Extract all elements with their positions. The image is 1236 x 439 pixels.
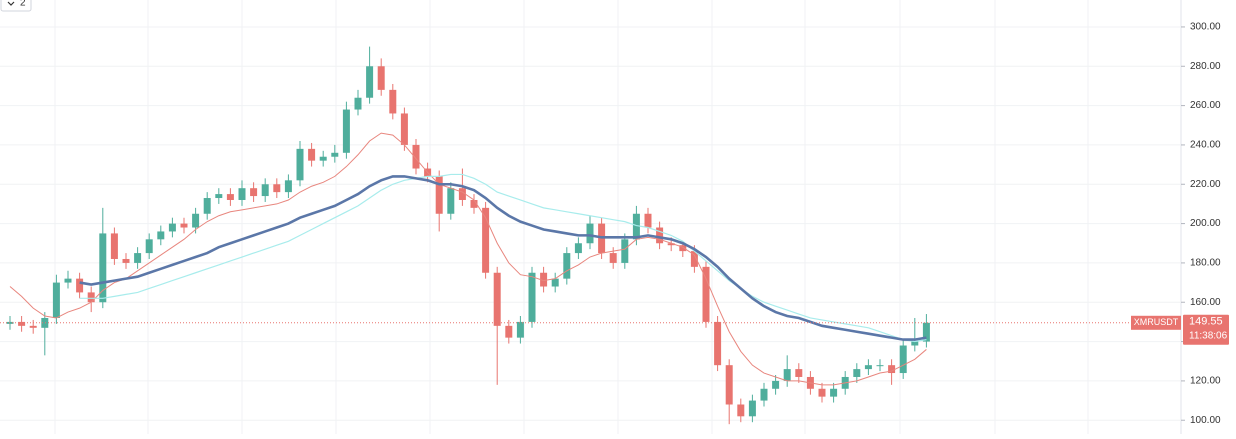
y-tick-label: 200.00 <box>1190 218 1221 229</box>
candle-body <box>772 380 780 389</box>
y-tick-label: 100.00 <box>1190 415 1221 426</box>
candle-body <box>702 266 710 322</box>
candle-body <box>308 148 316 161</box>
candle-body <box>818 388 826 397</box>
candle-body <box>574 243 582 254</box>
candle-body <box>725 365 733 405</box>
candle-body <box>493 272 501 326</box>
candle-body <box>122 258 130 263</box>
candle-body <box>621 239 629 263</box>
candle-body <box>540 272 548 287</box>
candle-body <box>99 233 107 303</box>
candle-body <box>911 341 919 346</box>
candle-body <box>667 243 675 246</box>
candle-body <box>284 180 292 193</box>
candle-body <box>192 213 200 228</box>
candle-body <box>586 223 594 244</box>
candle-body <box>714 321 722 366</box>
candle-body <box>458 188 466 200</box>
candle-body <box>748 400 756 417</box>
y-tick-label: 120.00 <box>1190 376 1221 387</box>
countdown-label: 11:38:06 <box>1189 330 1228 341</box>
candle-body <box>447 188 455 214</box>
candle-body <box>261 184 269 197</box>
candle-body <box>899 345 907 374</box>
price-badge <box>1183 314 1229 345</box>
candle-body <box>435 176 443 214</box>
candle-body <box>168 223 176 232</box>
candle-body <box>400 113 408 145</box>
toggle[interactable]: 2 <box>0 0 32 12</box>
candle-body <box>864 365 872 370</box>
candle-body <box>250 188 258 197</box>
candle-body <box>389 89 397 114</box>
candle-body <box>273 184 281 193</box>
candle-body <box>690 251 698 267</box>
candle-body <box>632 213 640 240</box>
candle-body <box>215 194 223 199</box>
candle-body <box>319 156 327 161</box>
moving-average-line <box>9 132 927 386</box>
candle-body <box>354 97 362 110</box>
candle-body <box>366 66 374 98</box>
candle-body <box>783 369 791 381</box>
candle-body <box>110 233 118 259</box>
y-tick-label: 180.00 <box>1190 258 1221 269</box>
candle-body <box>888 365 896 374</box>
candle-body <box>41 317 49 328</box>
candle-body <box>238 188 246 200</box>
candle-body <box>505 325 513 338</box>
y-tick-label: 300.00 <box>1190 22 1221 33</box>
candle-body <box>876 365 884 367</box>
candle-body <box>331 152 339 157</box>
candle-body <box>679 245 687 252</box>
candle-body <box>644 213 652 228</box>
candle-body <box>922 322 930 342</box>
candle-body <box>470 199 478 208</box>
y-tick-label: 160.00 <box>1190 297 1221 308</box>
candle-body <box>516 321 524 338</box>
vertical-grid <box>54 0 1089 434</box>
candle-body <box>342 109 350 153</box>
candle-body <box>551 278 559 287</box>
symbol-label: XMRUSDT <box>1134 317 1179 327</box>
toggle-label: 2 <box>20 0 26 9</box>
candle-body <box>528 272 536 322</box>
last-price-label: 149.55 <box>1189 316 1223 328</box>
y-tick-label: 240.00 <box>1190 140 1221 151</box>
symbol-badge <box>1131 315 1181 330</box>
candle-body <box>296 148 304 181</box>
candle-body <box>760 388 768 401</box>
candle-body <box>656 227 664 244</box>
candle-body <box>795 369 803 377</box>
moving-average-line <box>79 175 927 341</box>
candle-body <box>52 282 60 318</box>
candle-body <box>412 144 420 169</box>
y-tick-label: 260.00 <box>1190 100 1221 111</box>
moving-average-line <box>79 173 927 343</box>
candle-body <box>203 198 211 214</box>
candle-body <box>737 404 745 417</box>
candle-body <box>87 292 95 303</box>
candle-body <box>134 253 142 263</box>
candle-body <box>609 253 617 263</box>
candle-body <box>64 278 72 283</box>
candle-body <box>563 253 571 279</box>
candle-body <box>830 388 838 397</box>
candle-body <box>29 325 37 328</box>
candle-body <box>76 278 84 293</box>
candle-body <box>145 239 153 254</box>
candle-body <box>18 321 26 326</box>
candle-body <box>226 194 234 200</box>
candle-body <box>157 231 165 240</box>
candle-body <box>377 66 385 90</box>
candle-body <box>853 369 861 377</box>
candle-body <box>482 207 490 273</box>
y-tick-label: 220.00 <box>1190 179 1221 190</box>
candle-body <box>180 223 188 228</box>
y-tick-label: 280.00 <box>1190 61 1221 72</box>
